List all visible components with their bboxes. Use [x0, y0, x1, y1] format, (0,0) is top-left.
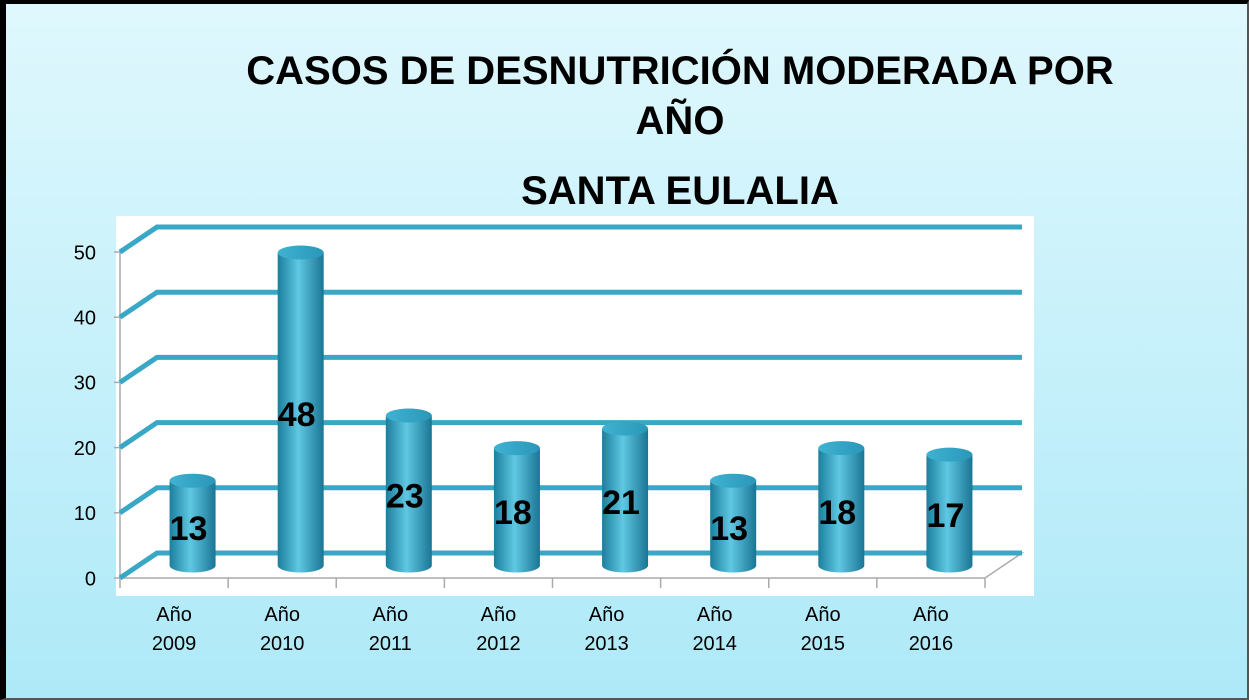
x-tick-label: Año 2013	[584, 604, 629, 655]
x-tick-label: Año 2015	[801, 604, 846, 655]
x-tick-label: Año 2012	[476, 604, 521, 655]
cylinder-top	[169, 473, 216, 488]
cylinder-top	[818, 441, 865, 456]
x-tick-label: Año 2016	[909, 604, 954, 655]
data-label: 18	[818, 494, 856, 532]
cylinder-body	[493, 448, 540, 573]
cylinder-body	[602, 428, 649, 573]
plot-area	[116, 216, 1034, 596]
cylinder-body	[710, 480, 757, 573]
data-label: 48	[278, 396, 316, 434]
y-tick-label: 30	[74, 373, 96, 395]
data-label: 21	[602, 484, 640, 522]
data-label: 17	[927, 497, 965, 535]
cylinder-body	[926, 454, 973, 573]
data-label: 18	[494, 494, 532, 532]
data-label: 23	[386, 478, 424, 516]
chart-title: CASOS DE DESNUTRICIÓN MODERADA POR AÑO	[246, 49, 1114, 143]
cylinder-body	[818, 448, 865, 573]
cylinder-top	[710, 473, 757, 488]
cylinder-top	[602, 421, 649, 436]
x-tick-label: Año 2009	[152, 604, 197, 655]
cylinder-top	[493, 441, 540, 456]
cylinder-body	[169, 480, 216, 573]
grid-line	[118, 289, 1022, 320]
grid-line	[118, 420, 1022, 450]
x-tick-label: Año 2014	[692, 604, 737, 655]
x-tick-label: Año 2011	[369, 604, 412, 655]
y-tick-label: 40	[74, 307, 96, 329]
cylinder-top	[926, 447, 973, 462]
cylinder-top	[385, 408, 432, 423]
grid-line	[118, 224, 1022, 255]
y-tick-label: 50	[74, 242, 96, 264]
y-tick-label: 20	[74, 438, 96, 460]
chart: 0 10 20 30 40 50 Año 2009 13 Año 2010 48 Año 2011 23 Añ…	[74, 216, 1034, 655]
x-tick-label: Año 2010	[260, 604, 305, 655]
cylinder-body	[277, 252, 324, 573]
grid-line	[118, 354, 1022, 385]
cylinder-top	[277, 245, 324, 260]
data-label: 13	[710, 510, 748, 548]
y-tick-label: 10	[74, 503, 96, 525]
data-label: 13	[170, 510, 208, 548]
y-tick-label: 0	[85, 568, 96, 590]
cylinder-body	[385, 415, 432, 573]
chart-subtitle: SANTA EULALIA	[521, 169, 839, 213]
